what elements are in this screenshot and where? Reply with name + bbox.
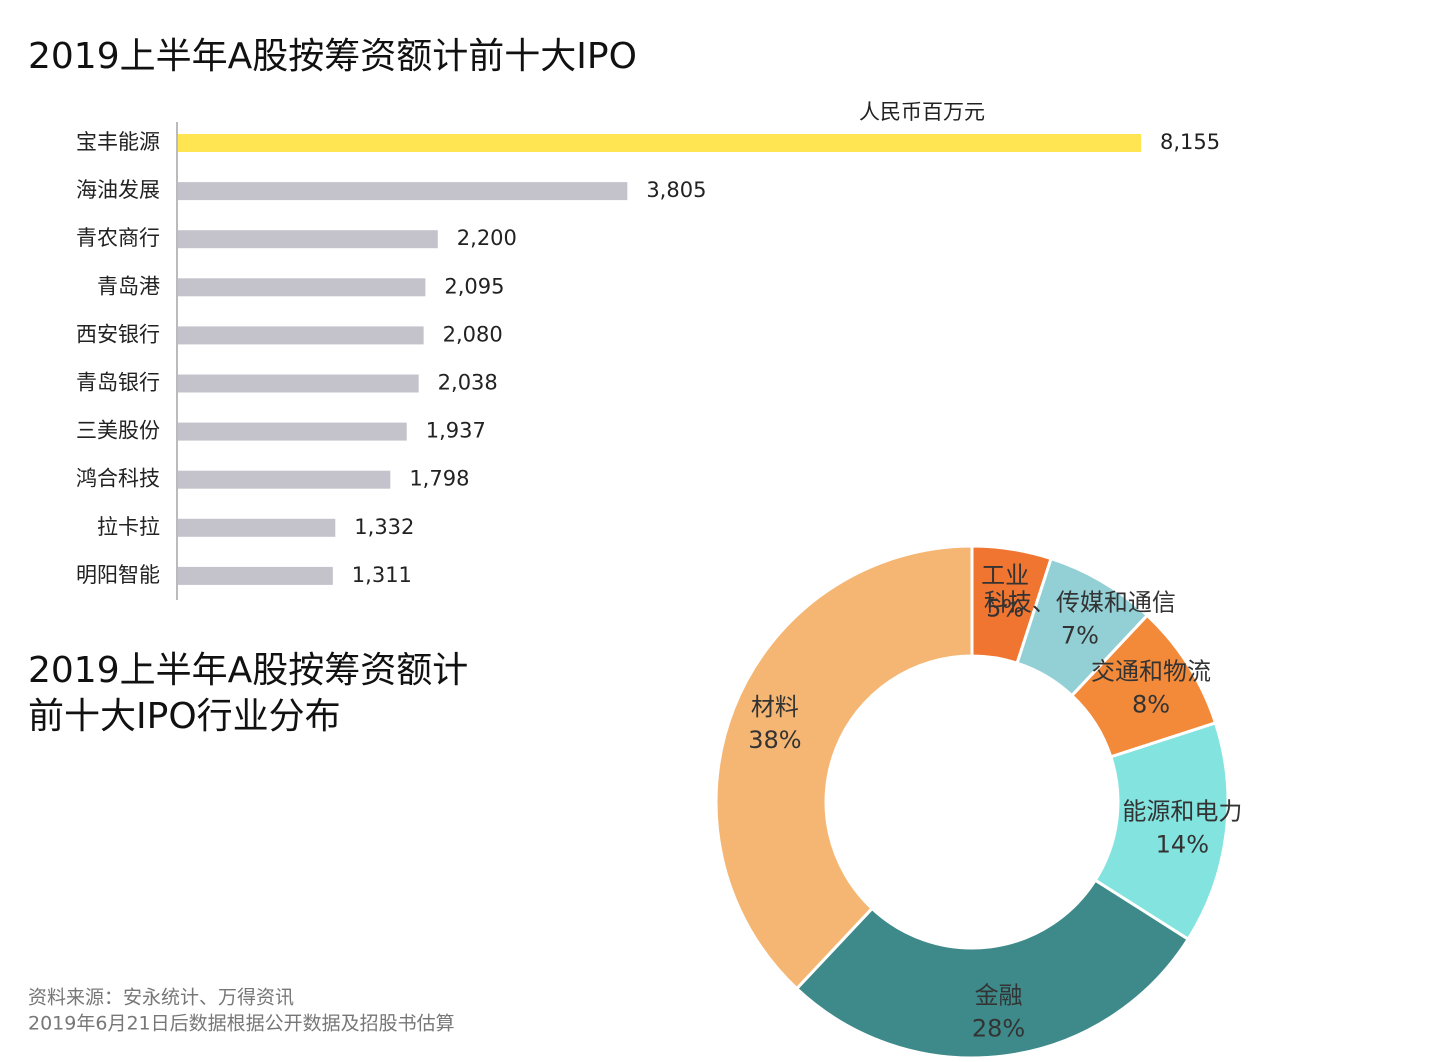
category-label: 三美股份	[76, 419, 160, 443]
slice	[794, 878, 1191, 1060]
value-label: 8,155	[1160, 130, 1220, 154]
slice-label: 材料	[751, 693, 799, 721]
bar	[178, 134, 1141, 152]
value-label: 2,038	[438, 371, 498, 395]
bar-title: 2019上半年A股按筹资额计前十大IPO	[28, 36, 637, 77]
category-label: 明阳智能	[76, 563, 160, 587]
donut-title: 前十大IPO行业分布	[28, 696, 341, 737]
value-label: 1,311	[352, 563, 412, 587]
slice-value: 8%	[1132, 690, 1170, 718]
slice-label: 科技、传媒和通信	[984, 589, 1176, 617]
category-label: 海油发展	[76, 178, 160, 202]
category-label: 宝丰能源	[76, 130, 160, 154]
category-label: 鸿合科技	[76, 467, 160, 491]
category-label: 西安银行	[76, 322, 160, 346]
donut-title: 2019上半年A股按筹资额计	[28, 650, 468, 691]
slice-value: 38%	[748, 726, 801, 754]
bar	[178, 278, 426, 297]
value-label: 2,200	[457, 226, 517, 250]
value-label: 3,805	[646, 178, 706, 202]
category-label: 青农商行	[76, 226, 160, 250]
value-label: 2,095	[444, 274, 504, 298]
note: 资料来源：安永统计、万得资讯	[28, 987, 294, 1009]
slice-value: 5%	[986, 595, 1024, 623]
bar	[178, 182, 628, 201]
bar	[178, 230, 438, 249]
note: 2019年6月21日后数据根据公开数据及招股书估算	[28, 1013, 455, 1035]
category-label: 青岛银行	[76, 371, 160, 395]
slice-value: 28%	[972, 1014, 1025, 1042]
slice-value: 7%	[1061, 622, 1099, 650]
slice-label: 工业	[981, 562, 1029, 590]
bar	[178, 422, 407, 441]
unit-label: 人民币百万元	[859, 100, 985, 124]
bar	[178, 374, 419, 393]
category-label: 青岛港	[97, 274, 160, 298]
bar	[178, 326, 424, 345]
value-label: 1,332	[354, 515, 414, 539]
slice-label: 交通和物流	[1091, 657, 1211, 685]
value-label: 1,798	[409, 467, 469, 491]
slice-label: 金融	[975, 981, 1023, 1009]
slice-label: 能源和电力	[1122, 798, 1242, 826]
value-label: 2,080	[443, 322, 503, 346]
slice-value: 14%	[1156, 831, 1209, 859]
category-label: 拉卡拉	[97, 515, 160, 539]
slice	[714, 544, 974, 991]
bar	[178, 566, 333, 585]
bar	[178, 470, 391, 489]
bar	[178, 518, 336, 537]
value-label: 1,937	[426, 419, 486, 443]
